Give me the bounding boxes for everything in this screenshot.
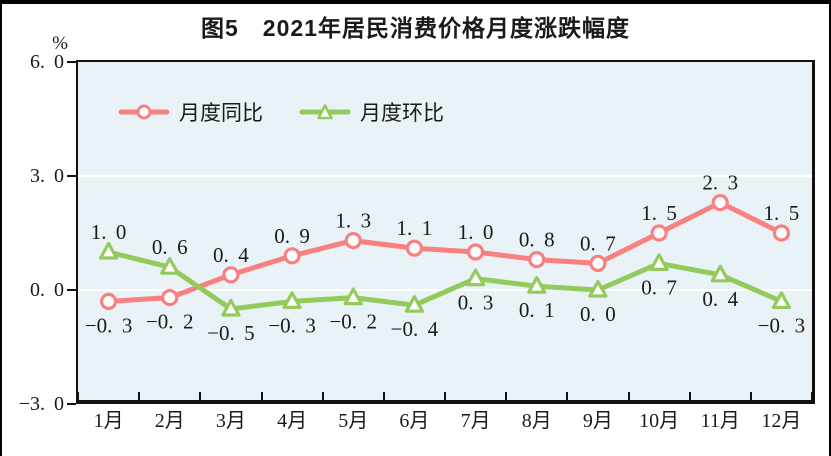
frame-left-border bbox=[0, 0, 2, 456]
x-tick bbox=[627, 392, 630, 400]
frame-right-border bbox=[829, 0, 831, 456]
x-tick bbox=[505, 392, 508, 400]
x-axis-label: 6月 bbox=[399, 410, 430, 432]
y-tick bbox=[67, 289, 76, 291]
y-tick bbox=[67, 403, 76, 405]
x-axis-label: 10月 bbox=[639, 410, 680, 432]
y-tick-label: 6. 0 bbox=[29, 51, 64, 73]
gridline bbox=[78, 175, 812, 177]
legend-line-circle-icon bbox=[118, 104, 170, 120]
x-axis-label: 9月 bbox=[582, 410, 613, 432]
x-axis-label: 11月 bbox=[700, 410, 740, 432]
y-tick-label: −3. 0 bbox=[18, 393, 64, 415]
gridline bbox=[78, 289, 812, 291]
x-tick bbox=[138, 392, 141, 400]
x-tick bbox=[199, 392, 202, 400]
x-axis-label: 7月 bbox=[460, 410, 491, 432]
x-tick bbox=[321, 392, 324, 400]
legend-label-mom: 月度环比 bbox=[360, 102, 444, 125]
x-tick bbox=[749, 392, 752, 400]
x-axis-label: 12月 bbox=[761, 410, 802, 432]
x-axis-label: 3月 bbox=[215, 410, 246, 432]
y-tick-label: 0. 0 bbox=[29, 279, 64, 301]
x-axis-label: 2月 bbox=[154, 410, 185, 432]
x-tick bbox=[566, 392, 569, 400]
legend-item-yoy: 月度同比 bbox=[118, 97, 263, 127]
frame-top-border bbox=[0, 0, 831, 4]
x-tick bbox=[77, 392, 79, 400]
legend: 月度同比 月度环比 bbox=[118, 97, 444, 127]
x-tick bbox=[260, 392, 263, 400]
x-axis-label: 8月 bbox=[521, 410, 552, 432]
y-tick bbox=[67, 61, 76, 63]
y-tick-label: 3. 0 bbox=[29, 165, 64, 187]
x-tick bbox=[688, 392, 691, 400]
x-axis-label: 4月 bbox=[277, 410, 308, 432]
x-tick bbox=[811, 392, 813, 400]
legend-label-yoy: 月度同比 bbox=[179, 102, 263, 125]
x-tick bbox=[444, 392, 446, 400]
y-axis-unit-label: % bbox=[52, 33, 68, 54]
y-tick bbox=[67, 175, 76, 177]
x-axis-label: 5月 bbox=[338, 410, 369, 432]
chart-title: 图5 2021年居民消费价格月度涨跌幅度 bbox=[201, 15, 630, 41]
legend-line-triangle-icon bbox=[299, 104, 351, 120]
x-axis-label: 1月 bbox=[93, 410, 124, 432]
legend-item-mom: 月度环比 bbox=[299, 97, 444, 127]
x-tick bbox=[382, 392, 385, 400]
